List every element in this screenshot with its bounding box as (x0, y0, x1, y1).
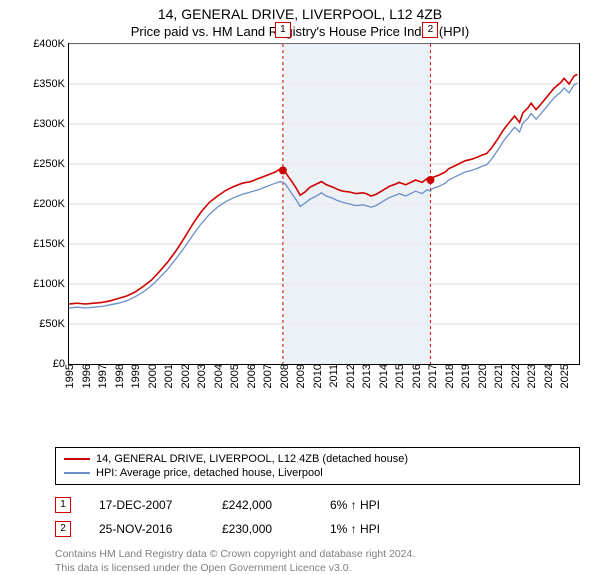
event-marker-box: 1 (275, 22, 291, 38)
xtick-label: 2024 (541, 364, 555, 388)
legend: 14, GENERAL DRIVE, LIVERPOOL, L12 4ZB (d… (55, 447, 580, 485)
xtick-label: 2009 (293, 364, 307, 388)
xtick-label: 2015 (392, 364, 406, 388)
xtick-label: 2023 (524, 364, 538, 388)
legend-label: HPI: Average price, detached house, Live… (96, 467, 323, 479)
ytick-label: £100K (33, 278, 69, 290)
xtick-label: 2025 (557, 364, 571, 388)
page-subtitle: Price paid vs. HM Land Registry's House … (0, 22, 600, 43)
xtick-label: 2021 (491, 364, 505, 388)
xtick-label: 2014 (376, 364, 390, 388)
event-id-box: 2 (55, 521, 71, 537)
events-table: 1 17-DEC-2007 £242,000 6% ↑ HPI 2 25-NOV-2016… (55, 493, 580, 541)
event-delta: 6% ↑ HPI (330, 498, 380, 512)
xtick-label: 2020 (475, 364, 489, 388)
event-delta: 1% ↑ HPI (330, 522, 380, 536)
xtick-label: 1997 (95, 364, 109, 388)
xtick-label: 2010 (310, 364, 324, 388)
xtick-label: 2011 (326, 364, 340, 388)
xtick-label: 2017 (425, 364, 439, 388)
ytick-label: £400K (33, 38, 69, 50)
event-marker-box: 2 (422, 22, 438, 38)
legend-swatch (64, 472, 90, 474)
xtick-label: 2003 (194, 364, 208, 388)
xtick-label: 2012 (343, 364, 357, 388)
legend-item: HPI: Average price, detached house, Live… (64, 466, 571, 480)
event-price: £242,000 (222, 498, 302, 512)
xtick-label: 2004 (211, 364, 225, 388)
legend-label: 14, GENERAL DRIVE, LIVERPOOL, L12 4ZB (d… (96, 453, 408, 465)
xtick-label: 2022 (508, 364, 522, 388)
event-date: 17-DEC-2007 (99, 498, 194, 512)
footer-line-1: Contains HM Land Registry data © Crown c… (55, 547, 580, 561)
xtick-label: 2016 (409, 364, 423, 388)
xtick-label: 1999 (128, 364, 142, 388)
plot-svg (69, 44, 579, 364)
plot-area: £0£50K£100K£150K£200K£250K£300K£350K£400… (68, 43, 580, 365)
xtick-label: 2013 (359, 364, 373, 388)
xtick-label: 2005 (227, 364, 241, 388)
xtick-label: 2019 (458, 364, 472, 388)
ytick-label: £300K (33, 118, 69, 130)
event-row: 2 25-NOV-2016 £230,000 1% ↑ HPI (55, 517, 580, 541)
legend-item: 14, GENERAL DRIVE, LIVERPOOL, L12 4ZB (d… (64, 452, 571, 466)
xtick-label: 1995 (62, 364, 76, 388)
xtick-label: 2002 (178, 364, 192, 388)
ytick-label: £250K (33, 158, 69, 170)
xtick-label: 2001 (161, 364, 175, 388)
ytick-label: £50K (39, 318, 69, 330)
ytick-label: £200K (33, 198, 69, 210)
xtick-label: 2018 (442, 364, 456, 388)
event-row: 1 17-DEC-2007 £242,000 6% ↑ HPI (55, 493, 580, 517)
xtick-label: 2007 (260, 364, 274, 388)
ytick-label: £350K (33, 78, 69, 90)
event-date: 25-NOV-2016 (99, 522, 194, 536)
legend-swatch (64, 458, 90, 460)
xtick-label: 1996 (79, 364, 93, 388)
ytick-label: £150K (33, 238, 69, 250)
page-title: 14, GENERAL DRIVE, LIVERPOOL, L12 4ZB (0, 0, 600, 22)
event-id-box: 1 (55, 497, 71, 513)
xtick-label: 1998 (112, 364, 126, 388)
footer-line-2: This data is licensed under the Open Gov… (55, 561, 580, 575)
xtick-label: 2006 (244, 364, 258, 388)
xtick-label: 2008 (277, 364, 291, 388)
footer: Contains HM Land Registry data © Crown c… (55, 547, 580, 575)
chart: £0£50K£100K£150K£200K£250K£300K£350K£400… (20, 43, 580, 403)
event-price: £230,000 (222, 522, 302, 536)
xtick-label: 2000 (145, 364, 159, 388)
